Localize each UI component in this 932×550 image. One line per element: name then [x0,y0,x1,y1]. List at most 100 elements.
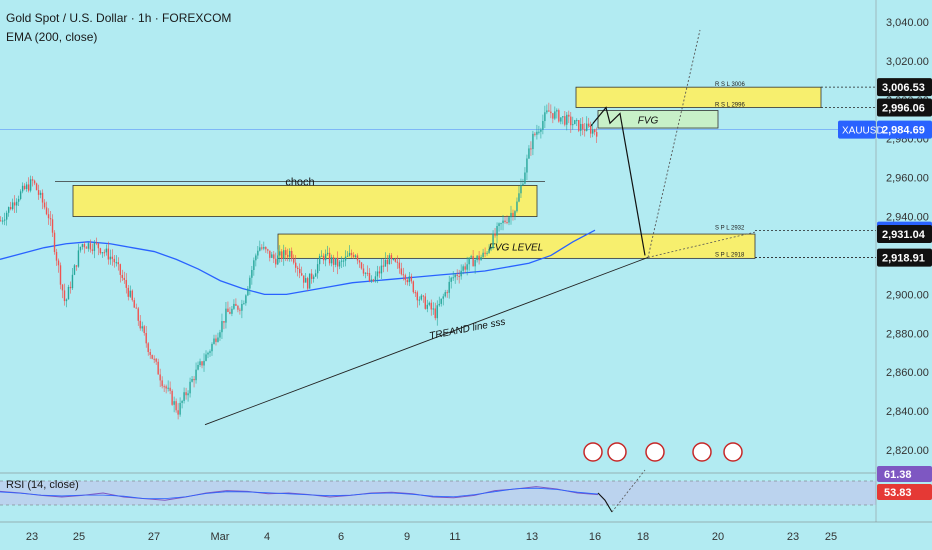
candle-body [177,410,179,415]
candle-body [568,114,570,117]
economic-event-icon [645,442,665,462]
candle-body [564,116,566,125]
candle-body [17,198,20,202]
trend-label: TREAND line sss [428,317,506,343]
candle-body [514,211,516,217]
candle-body [73,265,76,275]
candle-body [494,233,496,236]
candle-body [285,250,287,255]
x-tick-label: 6 [338,531,344,543]
candle-body [173,401,175,405]
candle-body [137,308,139,321]
candle-body [29,179,32,191]
candle-body [33,180,36,184]
candle-body [478,255,480,261]
candle-body [83,244,86,248]
candle-body [105,248,108,253]
candle-body [203,360,205,366]
candle-body [127,287,129,297]
candle-body [356,255,359,261]
candle-body [472,256,474,267]
candle-body [1,220,4,222]
candle-body [57,260,60,266]
candle-body [416,292,419,301]
candle-body [536,131,538,135]
level-tag: S P L 2932 [715,226,745,232]
candle-body [516,201,518,212]
candle-body [117,262,120,265]
candle-body [89,243,92,250]
candle-body [287,254,289,257]
candle-body [157,361,159,375]
candle-body [454,274,456,278]
candle-body [308,273,311,289]
candle-body [442,296,444,299]
candle-body [23,185,26,189]
candle-body [289,250,291,257]
candle-body [143,326,145,333]
candle-body [550,111,552,114]
candle-body [482,252,484,257]
symbol-tag: XAUUSD [842,126,884,137]
candle-body [53,232,56,252]
candle-body [9,207,12,210]
candle-body [235,303,237,306]
candle-body [388,255,391,265]
candle-body [538,131,540,133]
price-badge: 2,931.04 [882,229,926,241]
candle-body [540,129,542,132]
candle-body [43,202,46,208]
candle-body [422,295,424,297]
candle-body [440,298,442,304]
candle-body [360,262,363,269]
candle-body [592,129,594,134]
price-badge-bg [877,98,932,117]
candle-body [474,260,476,267]
candle-body [444,292,446,297]
candle-body [480,256,482,261]
candle-body [103,252,106,254]
candle-body [338,261,341,267]
candle-body [227,308,229,312]
candle-body [450,277,452,282]
x-tick-label: 20 [712,531,724,543]
candle-body [446,292,448,294]
candle-body [187,393,189,396]
candle-body [502,220,504,224]
candle-body [135,307,137,309]
candle-body [404,275,407,281]
candle-body [522,183,524,186]
candle-body [302,275,305,283]
candle-body [293,258,295,263]
candle-body [87,243,90,249]
candle-body [239,309,241,311]
candle-body [237,305,239,310]
candle-body [366,272,369,274]
candle-body [101,252,104,254]
candle-body [259,247,261,251]
candle-body [253,260,255,271]
candle-body [153,358,155,360]
candle-body [247,288,249,296]
rsi-projection [611,469,646,513]
candle-body [510,212,512,218]
y-tick-label: 2,940.00 [886,212,929,224]
candle-body [47,214,50,219]
candle-body [63,290,66,302]
rsi-lower-badge: 53.83 [884,487,912,499]
y-tick-label: 2,840.00 [886,406,929,418]
candle-body [129,290,131,297]
candle-body [267,249,269,251]
candle-body [488,249,490,253]
candle-body [424,296,426,309]
candle-body [562,116,564,118]
candle-body [468,257,470,265]
candle-body [201,361,203,366]
candle-body [434,308,436,319]
y-tick-label: 2,900.00 [886,289,929,301]
candle-body [534,133,536,135]
candle-body [31,179,34,181]
candle-body [241,303,243,311]
candle-body [141,326,143,329]
